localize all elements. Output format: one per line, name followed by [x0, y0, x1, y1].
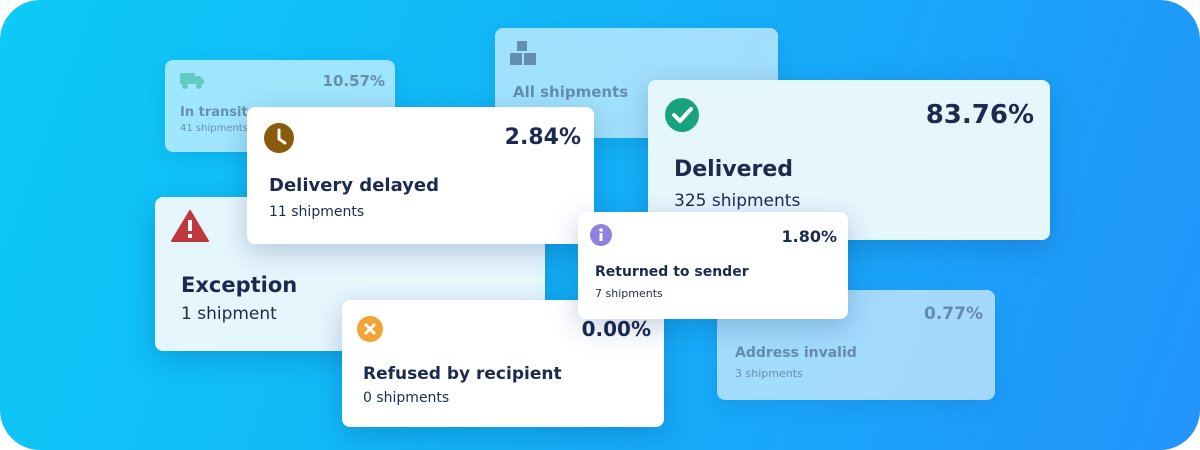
card-title: Address invalid: [735, 345, 857, 361]
card-title: Returned to sender: [595, 264, 749, 280]
percent: 10.57%: [322, 72, 385, 90]
info-icon: [590, 224, 612, 246]
shipments: 41 shipments: [180, 123, 248, 134]
shipments: 11 shipments: [269, 204, 365, 220]
card-title: In transit: [180, 105, 248, 120]
card-title: Exception: [181, 273, 298, 297]
warning-icon: [171, 210, 209, 242]
percent: 1.80%: [781, 227, 837, 246]
check-icon: [665, 98, 699, 132]
card-title: All shipments: [513, 83, 629, 101]
shipments: 1 shipment: [181, 304, 277, 324]
cross-icon: [357, 316, 383, 342]
shipments: 0 shipments: [363, 390, 450, 406]
shipments: 3 shipments: [735, 367, 803, 380]
shipments: 7 shipments: [595, 287, 663, 300]
shipments: 325 shipments: [674, 191, 801, 211]
status-card: 83.76% Delivered 325 shipments: [648, 80, 1050, 240]
percent: 0.77%: [924, 304, 983, 324]
percent: 0.00%: [581, 317, 651, 341]
clock-icon: [264, 123, 294, 153]
percent: 83.76%: [925, 100, 1034, 130]
percent: 2.84%: [504, 125, 581, 150]
boxes-icon: [510, 41, 536, 65]
status-card: 2.84% Delivery delayed 11 shipments: [247, 107, 594, 244]
status-card: 1.80% Returned to sender 7 shipments: [578, 212, 848, 319]
status-card: 0.00% Refused by recipient 0 shipments: [342, 300, 664, 427]
card-title: Delivery delayed: [269, 175, 439, 196]
truck-icon: [180, 73, 204, 89]
card-title: Delivered: [674, 157, 794, 182]
card-title: Refused by recipient: [363, 364, 562, 384]
